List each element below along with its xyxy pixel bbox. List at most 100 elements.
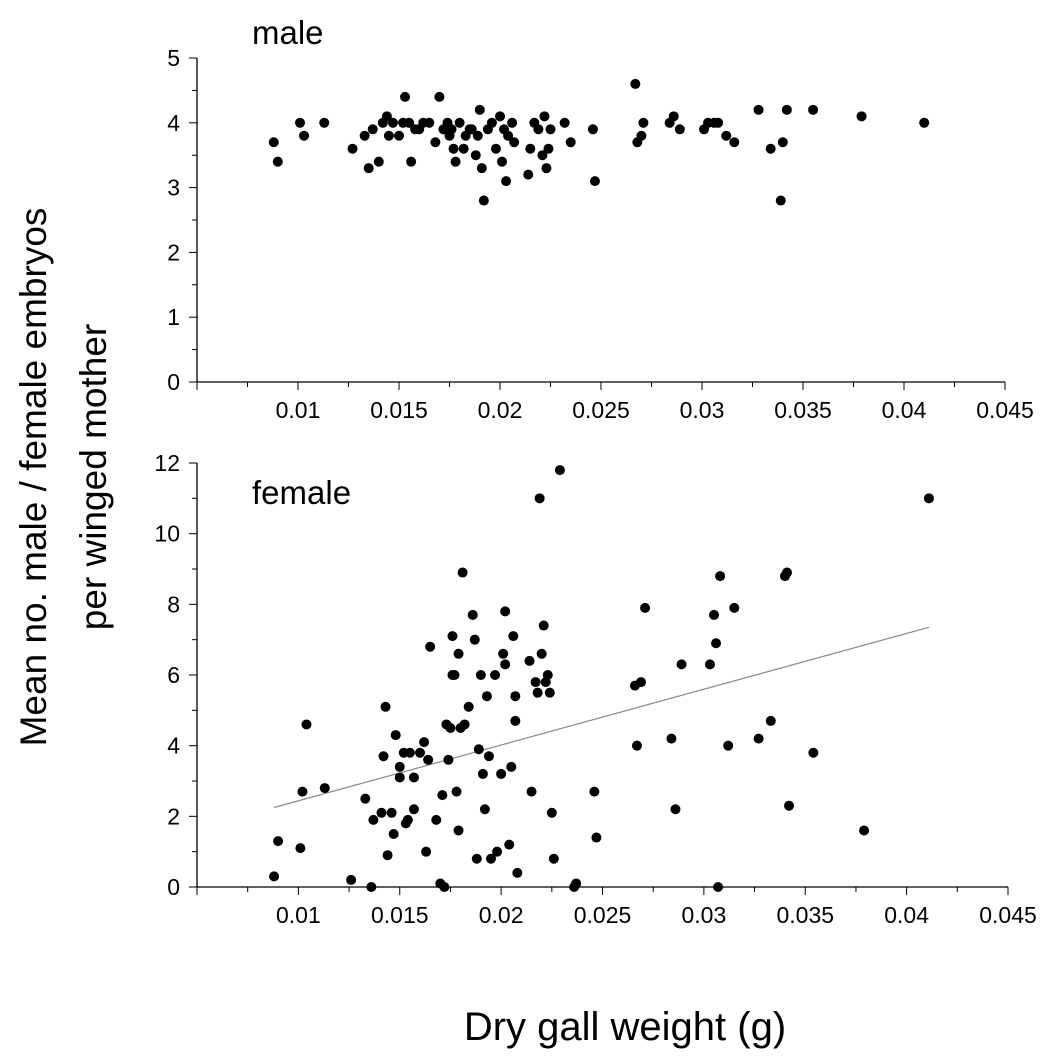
data-point [546, 807, 557, 818]
data-point [526, 786, 537, 797]
y-tick-label: 2 [167, 239, 180, 265]
data-point [781, 104, 792, 115]
x-tick-label: 0.04 [884, 902, 929, 928]
data-point [554, 465, 565, 476]
data-point [479, 804, 490, 815]
data-point [589, 176, 600, 187]
data-point [533, 124, 544, 135]
data-point [474, 104, 485, 115]
data-point [273, 836, 284, 847]
data-point [501, 176, 512, 187]
data-point [525, 143, 536, 154]
panel-label: male [252, 14, 324, 51]
data-point [319, 117, 330, 128]
data-point [419, 737, 430, 748]
data-point [504, 839, 515, 850]
data-point [784, 800, 795, 811]
data-point [376, 807, 387, 818]
data-point [670, 804, 681, 815]
data-point [483, 751, 494, 762]
data-point [423, 754, 434, 765]
data-point [500, 606, 511, 617]
data-point [443, 754, 454, 765]
data-point [636, 130, 647, 141]
data-point [478, 195, 489, 206]
data-point [378, 751, 389, 762]
data-point [454, 117, 465, 128]
data-point [500, 659, 511, 670]
x-tick-label: 0.035 [774, 397, 832, 423]
data-point [636, 677, 647, 688]
data-point [541, 163, 552, 174]
data-point [808, 104, 819, 115]
data-point [453, 648, 464, 659]
data-point [447, 631, 458, 642]
data-point [453, 825, 464, 836]
y-tick-label: 0 [167, 874, 180, 900]
data-point [559, 117, 570, 128]
y-tick-label: 3 [167, 175, 180, 201]
data-point [510, 715, 521, 726]
data-point [508, 631, 519, 642]
data-point [437, 790, 448, 801]
data-point [473, 744, 484, 755]
y-tick-label: 0 [167, 369, 180, 395]
x-tick-label: 0.03 [681, 902, 726, 928]
data-point [272, 156, 283, 167]
data-point [711, 638, 722, 649]
data-point [539, 111, 550, 122]
data-point [668, 111, 679, 122]
data-point [721, 130, 732, 141]
data-point [346, 874, 357, 885]
data-point [319, 783, 330, 794]
data-point [481, 691, 492, 702]
y-tick-label: 4 [167, 110, 180, 136]
x-tick-label: 0.03 [680, 397, 725, 423]
data-point [509, 137, 520, 148]
data-point [492, 846, 503, 857]
data-point [394, 130, 404, 141]
data-point [512, 867, 523, 878]
data-point [536, 648, 547, 659]
data-point [587, 124, 598, 135]
y-tick-label: 6 [167, 662, 180, 688]
data-point [301, 719, 312, 730]
data-point [510, 691, 521, 702]
data-point [394, 761, 405, 772]
x-tick-label: 0.015 [370, 397, 428, 423]
data-point [723, 740, 734, 751]
y-tick-label: 10 [154, 521, 180, 547]
data-point [400, 91, 411, 102]
data-point [534, 493, 545, 504]
data-point [496, 768, 507, 779]
data-point [503, 130, 514, 141]
data-point [388, 829, 399, 839]
trend-line [273, 626, 930, 809]
y-tick-label: 12 [154, 450, 180, 476]
data-point [486, 117, 497, 128]
data-point [538, 620, 549, 631]
data-point [408, 804, 419, 815]
x-tick-label: 0.04 [882, 397, 927, 423]
data-point [674, 124, 685, 135]
data-point [640, 602, 651, 613]
data-point [545, 124, 556, 135]
data-point [269, 871, 280, 882]
y-axis-label-line-1: Mean no. male / female embryos [13, 208, 54, 747]
data-point [753, 104, 764, 115]
data-point [523, 169, 534, 180]
data-point [434, 91, 445, 102]
data-point [713, 117, 724, 128]
data-point [630, 78, 641, 89]
data-point [408, 772, 419, 783]
data-point [729, 137, 740, 148]
data-point [475, 670, 486, 680]
data-point [923, 493, 934, 504]
data-point [490, 143, 501, 154]
data-point [919, 117, 930, 128]
data-point [477, 768, 488, 779]
data-point [363, 163, 374, 174]
data-point [548, 853, 559, 864]
data-point [704, 659, 715, 670]
data-point [390, 730, 401, 741]
